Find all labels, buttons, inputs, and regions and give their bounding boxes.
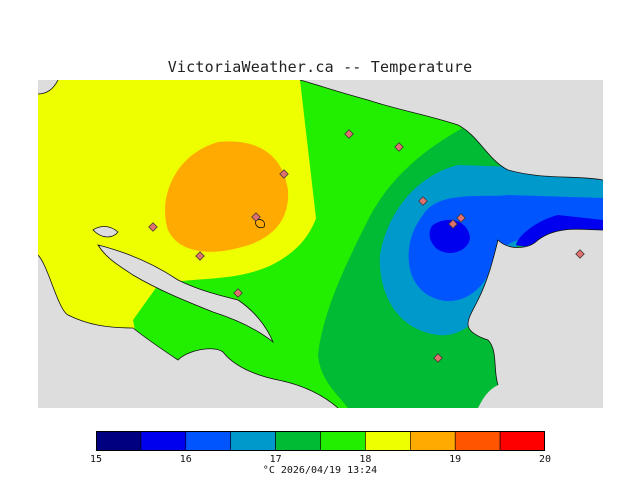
station-marker [456,213,466,223]
legend-swatch [275,431,321,451]
legend-swatch [185,431,232,451]
station-markers [148,129,585,363]
station-marker [418,196,428,206]
page-title: VictoriaWeather.ca -- Temperature [167,58,473,76]
water-north [300,80,603,180]
zone-15-15.5-b [429,219,470,253]
legend-frame [96,431,545,451]
legend-swatch [230,431,276,451]
station-marker [448,219,458,229]
legend-tick-label: 19 [449,454,462,465]
legend-tick-label: 17 [269,454,282,465]
station-marker [344,129,354,139]
legend-tick-label: 18 [359,454,372,465]
units-timestamp: °C 2026/04/19 13:24 [262,465,378,476]
legend-swatch [409,431,456,451]
water-north-corner [38,80,58,94]
legend-tick-label: 15 [89,454,103,465]
legend-tick-label: 16 [179,454,192,465]
legend-swatch [454,431,501,451]
water-southeast-bay [478,385,603,408]
station-marker [279,169,289,179]
water-south [38,255,338,408]
legend-swatch [320,431,366,451]
station-marker [195,251,205,261]
zone-18.5-19 [165,141,289,252]
legend-swatch [365,431,411,451]
legend-swatch [140,431,187,451]
station-marker [148,222,158,232]
station-marker [433,353,443,363]
coastline-group [38,80,603,408]
temperature-map [38,80,603,408]
station-marker [251,212,261,222]
legend-tick-label: 20 [538,454,552,465]
legend-swatch [96,431,142,451]
color-legend [96,431,545,451]
station-marker [575,249,585,259]
water-east [468,229,603,385]
station-marker [394,142,404,152]
legend-swatch [499,431,545,451]
station-marker [233,288,243,298]
